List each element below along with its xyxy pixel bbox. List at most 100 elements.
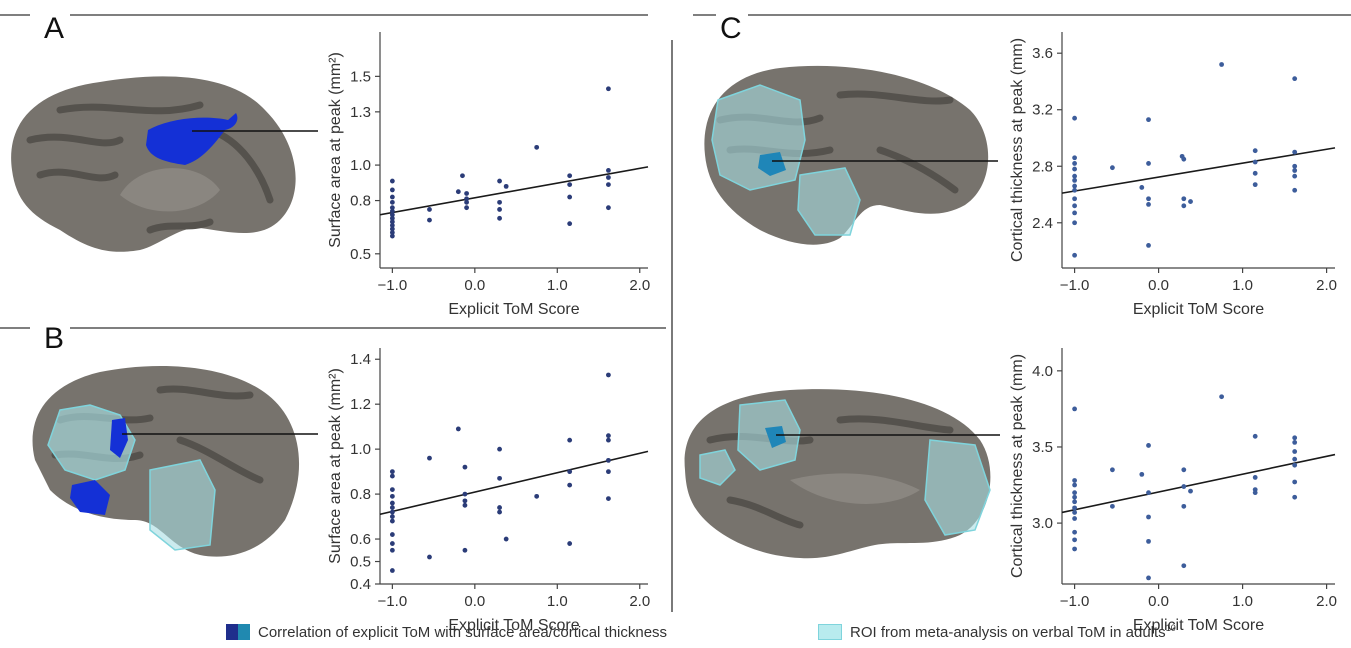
y-axis-label: Cortical thickness at peak (mm) bbox=[1009, 38, 1026, 262]
data-point bbox=[1292, 462, 1298, 468]
y-tick-label: 1.4 bbox=[350, 351, 371, 368]
data-point bbox=[462, 464, 468, 470]
data-point bbox=[1292, 440, 1298, 445]
data-point bbox=[567, 437, 573, 443]
data-point bbox=[503, 536, 509, 542]
data-point bbox=[389, 532, 395, 537]
data-point bbox=[389, 187, 395, 193]
regression-line bbox=[1061, 147, 1336, 194]
data-point bbox=[1292, 187, 1298, 193]
data-point bbox=[497, 509, 502, 515]
data-point bbox=[1139, 471, 1145, 477]
data-point bbox=[606, 433, 611, 439]
data-point bbox=[1072, 537, 1077, 543]
data-point bbox=[1146, 242, 1151, 248]
x-tick-label: −1.0 bbox=[378, 593, 408, 610]
panel-label-b: B bbox=[44, 322, 65, 355]
corr-region-c1 bbox=[758, 152, 786, 176]
data-point bbox=[389, 178, 395, 184]
data-point bbox=[1072, 220, 1077, 226]
scatter-chart-b: 0.4 0.5 0.6 0.8 1.0 1.2 1.4 −1.0 0.0 1.0 2.0 Explic… bbox=[327, 348, 650, 634]
data-point bbox=[455, 426, 461, 432]
data-point bbox=[389, 208, 395, 214]
data-point bbox=[1072, 505, 1077, 511]
corr-region-b1 bbox=[110, 418, 128, 458]
data-point bbox=[1188, 488, 1193, 494]
data-point bbox=[1072, 210, 1077, 216]
data-point bbox=[389, 505, 395, 510]
data-point bbox=[497, 215, 502, 221]
x-axis-label: Explicit ToM Score bbox=[448, 617, 579, 634]
y-tick-label: 0.4 bbox=[350, 576, 371, 593]
data-point bbox=[1146, 196, 1151, 202]
y-tick-label: 3.6 bbox=[1032, 45, 1053, 62]
data-point bbox=[1072, 196, 1077, 202]
x-tick-label: 0.0 bbox=[1148, 593, 1169, 610]
data-point bbox=[1292, 435, 1298, 441]
x-tick-label: 2.0 bbox=[629, 593, 650, 610]
data-point bbox=[1292, 76, 1298, 82]
y-tick-label: 4.0 bbox=[1032, 363, 1053, 380]
data-point bbox=[389, 518, 395, 524]
data-point bbox=[464, 205, 469, 211]
scatter-chart-a: 0.5 0.8 1.0 1.3 1.5 −1.0 0.0 1.0 2.0 Explicit ToM… bbox=[327, 32, 650, 318]
data-point bbox=[606, 175, 611, 180]
roi-region-c1 bbox=[711, 84, 806, 191]
x-tick-label: 1.0 bbox=[547, 277, 568, 294]
data-point bbox=[1181, 203, 1187, 209]
data-point bbox=[567, 469, 573, 475]
data-point bbox=[1072, 406, 1077, 412]
x-tick-label: 2.0 bbox=[629, 277, 650, 294]
data-point bbox=[1139, 185, 1145, 190]
data-point bbox=[462, 502, 468, 508]
y-tick-label: 0.6 bbox=[350, 531, 371, 548]
data-point bbox=[427, 455, 432, 461]
data-point bbox=[427, 207, 432, 212]
panel-label-a: A bbox=[44, 12, 65, 45]
data-point bbox=[1072, 499, 1077, 505]
data-point bbox=[389, 473, 395, 479]
y-tick-label: 1.0 bbox=[350, 157, 371, 174]
panel-label-c: C bbox=[720, 12, 742, 45]
y-tick-label: 3.2 bbox=[1032, 102, 1053, 119]
data-point bbox=[567, 482, 573, 488]
data-point bbox=[497, 178, 502, 184]
data-point bbox=[1292, 479, 1298, 485]
brain-c-bottom bbox=[684, 389, 991, 559]
data-point bbox=[1072, 177, 1077, 183]
data-point bbox=[389, 212, 395, 218]
data-point bbox=[389, 199, 395, 205]
data-point bbox=[1146, 514, 1151, 520]
legend-label-roi-text: ROI from meta-analysis on verbal ToM in … bbox=[850, 624, 1166, 641]
data-point bbox=[606, 182, 611, 188]
y-tick-label: 0.5 bbox=[350, 554, 371, 571]
legend-swatch-teal bbox=[238, 624, 250, 640]
data-point bbox=[606, 469, 611, 475]
x-tick-label: 2.0 bbox=[1316, 277, 1337, 294]
legend-roi-superscript: 10 bbox=[1165, 623, 1176, 633]
data-point bbox=[567, 221, 573, 227]
scatter-chart-c-bottom: 3.0 3.5 4.0 −1.0 0.0 1.0 2.0 Explicit ToM Score… bbox=[1009, 348, 1337, 634]
data-point bbox=[1292, 149, 1298, 155]
y-tick-label: 1.0 bbox=[350, 441, 371, 458]
data-point bbox=[389, 233, 395, 239]
brain-b bbox=[32, 365, 300, 557]
legend-swatch-dark bbox=[226, 624, 238, 640]
data-point bbox=[1181, 563, 1187, 569]
data-point bbox=[1252, 490, 1258, 496]
data-point bbox=[567, 194, 573, 200]
data-point bbox=[1188, 199, 1193, 204]
legend-swatch-correlation bbox=[226, 624, 250, 640]
roi-region-c4 bbox=[924, 439, 991, 536]
data-point bbox=[1146, 490, 1151, 496]
data-point bbox=[389, 541, 395, 546]
x-tick-label: −1.0 bbox=[378, 277, 408, 294]
data-point bbox=[567, 182, 573, 188]
y-axis-label: Surface area at peak (mm²) bbox=[327, 52, 344, 248]
data-point bbox=[606, 205, 611, 211]
data-point bbox=[464, 196, 469, 202]
data-point bbox=[427, 554, 432, 560]
data-point bbox=[462, 547, 468, 553]
y-tick-label: 3.0 bbox=[1032, 515, 1053, 532]
data-point bbox=[1072, 183, 1077, 189]
